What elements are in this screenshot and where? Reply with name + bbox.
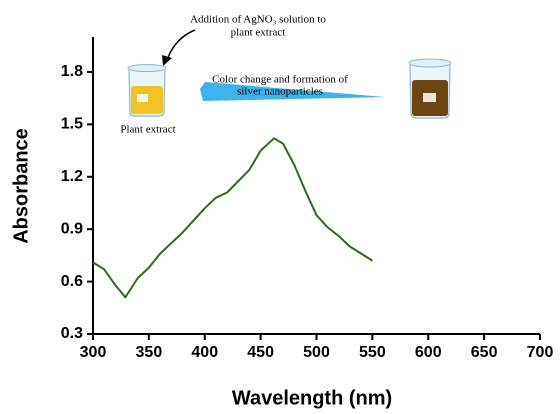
note-plant: Plant extract (120, 124, 175, 136)
y-tick-label: 1.5 (61, 116, 83, 133)
x-tick-label: 350 (136, 344, 163, 361)
x-tick-label: 500 (303, 344, 330, 361)
x-tick-label: 650 (471, 344, 498, 361)
x-tick-label: 400 (191, 344, 218, 361)
absorbance-line (92, 137, 373, 299)
x-axis-title: Wavelength (nm) (232, 387, 392, 409)
y-axis-title: Absorbance (10, 128, 32, 244)
y-tick-label: 0.9 (61, 220, 83, 237)
x-tick-label: 450 (247, 344, 274, 361)
y-tick-label: 1.8 (61, 63, 83, 80)
beaker-plant-extract (127, 64, 167, 117)
y-tick-label: 1.2 (61, 168, 83, 185)
note-line: Addition of AgNO₃ solution to (190, 14, 326, 26)
x-tick-label: 550 (359, 344, 386, 361)
beaker-nanoparticles (408, 58, 452, 119)
x-tick-label: 700 (527, 344, 554, 361)
y-tick-label: 0.6 (61, 273, 83, 290)
note-line: silver nanoparticles (237, 86, 323, 98)
x-tick-label: 600 (415, 344, 442, 361)
pointer-arrow (166, 29, 196, 61)
note-line: Color change and formation of (212, 74, 348, 86)
x-tick-label: 300 (80, 344, 107, 361)
pointer-head (162, 55, 172, 66)
y-tick-label: 0.3 (61, 325, 83, 342)
note-line: plant extract (231, 27, 286, 39)
process-arrow (200, 82, 385, 101)
